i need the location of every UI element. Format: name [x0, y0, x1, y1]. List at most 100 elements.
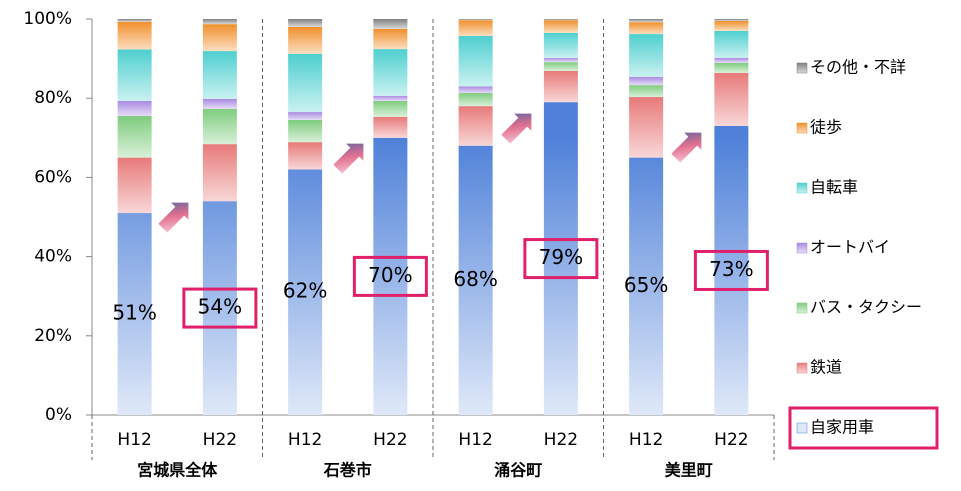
- bar-segment: [714, 30, 749, 58]
- bar-segment: [458, 93, 493, 107]
- x-tick-label: H12: [117, 430, 151, 450]
- bar-segment: [629, 97, 664, 158]
- legend-swatch: [796, 362, 808, 374]
- bar-segment: [458, 106, 493, 146]
- bar-segment: [202, 108, 237, 145]
- bar-segment: [288, 19, 323, 27]
- legend-label: オートバイ: [810, 238, 890, 257]
- group-label: 美里町: [665, 461, 713, 480]
- bar-segment: [629, 34, 664, 77]
- bar-segment: [117, 116, 152, 158]
- bar-segment: [202, 98, 237, 109]
- bar-segment: [117, 21, 152, 50]
- highlight-box: [523, 238, 599, 280]
- bar-segment: [543, 57, 578, 63]
- bar-segment: [543, 19, 578, 21]
- x-tick-label: H22: [373, 430, 407, 450]
- legend-label: 徒歩: [810, 118, 842, 137]
- group-label: 宮城県全体: [137, 461, 218, 480]
- bar-segment: [202, 201, 237, 415]
- data-label: 73%: [709, 257, 753, 281]
- legend-swatch: [796, 62, 808, 74]
- bar-segment: [543, 70, 578, 103]
- bar-segment: [117, 19, 152, 22]
- bar-segment: [373, 28, 408, 50]
- group-label: 涌谷町: [494, 461, 542, 480]
- legend-label: 自転車: [810, 178, 858, 197]
- arrow: [331, 142, 365, 176]
- highlight-box: [352, 255, 428, 297]
- bar-segment: [373, 137, 408, 416]
- bar-segment: [458, 20, 493, 37]
- legend-label: その他・不詳: [810, 58, 906, 77]
- legend-swatch: [796, 422, 808, 434]
- bar-segment: [458, 86, 493, 94]
- bar-segment: [714, 57, 749, 63]
- legend-swatch: [796, 182, 808, 194]
- legend-label: バス・タクシー: [810, 298, 922, 317]
- bar-segment: [288, 119, 323, 143]
- legend-label: 鉄道: [810, 358, 842, 377]
- legend-highlight: [788, 406, 939, 450]
- legend-swatch: [796, 242, 808, 254]
- highlight-box: [693, 249, 769, 291]
- legend-swatch: [796, 302, 808, 314]
- data-label: 51%: [112, 301, 156, 325]
- data-label: 54%: [198, 295, 242, 319]
- bar-segment: [202, 24, 237, 52]
- bar-segment: [373, 95, 408, 101]
- group-label: 石巻市: [323, 461, 372, 480]
- bar-segment: [117, 157, 152, 214]
- x-tick-label: H22: [714, 430, 748, 450]
- legend-swatch: [796, 122, 808, 134]
- y-tick-label: 80%: [34, 88, 72, 108]
- data-label: 70%: [368, 263, 412, 287]
- bar-segment: [543, 20, 578, 33]
- bar-segment: [714, 20, 749, 31]
- bar-segment: [543, 62, 578, 71]
- bar-segment: [714, 72, 749, 126]
- arrow: [156, 201, 190, 235]
- bar-segment: [117, 213, 152, 415]
- bar-segment: [543, 32, 578, 58]
- bar-segment: [373, 49, 408, 96]
- bar-segment: [458, 36, 493, 87]
- arrow: [499, 112, 533, 146]
- bar-segment: [202, 144, 237, 202]
- y-tick-label: 40%: [34, 247, 72, 267]
- bar-segment: [373, 116, 408, 138]
- bar-segment: [288, 53, 323, 113]
- bar-segment: [714, 62, 749, 73]
- x-tick-label: H22: [203, 430, 237, 450]
- data-label: 79%: [539, 245, 583, 269]
- y-tick-label: 100%: [23, 9, 72, 29]
- bar-segment: [373, 100, 408, 117]
- bar-segment: [629, 76, 664, 86]
- bar-segment: [714, 125, 749, 416]
- x-tick-label: H12: [629, 430, 663, 450]
- y-tick-label: 0%: [45, 405, 72, 425]
- bar-segment: [288, 169, 323, 415]
- legend-label: 自家用車: [810, 418, 874, 437]
- arrow: [669, 131, 703, 165]
- data-label: 62%: [283, 279, 327, 303]
- bar-segment: [288, 112, 323, 120]
- bar-segment: [629, 157, 664, 415]
- bar-segment: [288, 26, 323, 54]
- bar-segment: [373, 19, 408, 29]
- y-tick-label: 20%: [34, 326, 72, 346]
- highlight-box: [182, 287, 258, 329]
- bar-segment: [458, 19, 493, 21]
- bar-segment: [202, 51, 237, 99]
- x-tick-label: H22: [544, 430, 578, 450]
- bar-segment: [458, 145, 493, 415]
- data-label: 65%: [624, 273, 668, 297]
- bar-segment: [629, 22, 664, 35]
- bar-segment: [629, 19, 664, 23]
- bar-segment: [288, 142, 323, 170]
- bar-segment: [117, 100, 152, 117]
- bar-segment: [202, 19, 237, 25]
- bar-segment: [629, 85, 664, 98]
- data-label: 68%: [453, 267, 497, 291]
